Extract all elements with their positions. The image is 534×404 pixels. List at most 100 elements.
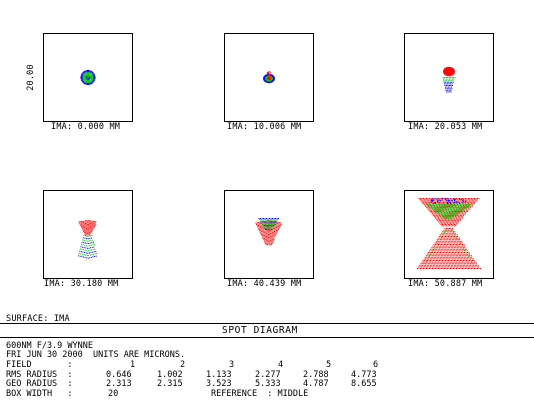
spot-point — [444, 200, 446, 202]
spot-point — [451, 242, 453, 244]
spot-point — [274, 229, 276, 231]
spot-point — [90, 71, 92, 73]
spot-point — [266, 234, 268, 236]
spot-point — [266, 78, 267, 80]
spot-point — [87, 233, 89, 235]
spot-point — [439, 212, 441, 214]
spot-point — [437, 199, 439, 201]
spot-point — [453, 69, 455, 71]
spot-point — [457, 260, 458, 261]
spot-point — [444, 234, 446, 236]
spot-point — [268, 78, 270, 80]
spot-point — [465, 258, 467, 260]
spot-point — [91, 220, 93, 222]
spot-point — [86, 222, 88, 224]
spot-point — [442, 263, 444, 265]
spot-point — [86, 71, 88, 73]
spot-point — [451, 232, 453, 234]
spot-point — [456, 206, 458, 208]
spot-point — [435, 216, 437, 218]
spot-point — [451, 77, 453, 78]
spot-point — [447, 225, 449, 227]
spot-point — [462, 201, 464, 203]
spot-point — [450, 234, 452, 236]
spot-point — [456, 217, 457, 219]
spot-point — [449, 208, 451, 210]
spot-box — [43, 33, 133, 122]
spot-point — [437, 203, 439, 205]
spot-point — [462, 245, 464, 247]
spot-point — [455, 252, 456, 253]
spot-point — [438, 252, 440, 253]
spot-point — [448, 69, 450, 71]
spot-point — [84, 225, 86, 227]
spot-point — [451, 205, 453, 207]
spot-point — [85, 230, 87, 232]
spot-point — [438, 258, 440, 260]
spot-point — [451, 74, 453, 76]
spot-point — [466, 260, 467, 261]
spot-point — [462, 253, 464, 255]
spot-point — [424, 198, 426, 199]
spot-point — [437, 240, 439, 242]
spot-point — [84, 83, 85, 85]
spot-point — [453, 258, 455, 260]
spot-point — [445, 250, 447, 252]
spot-point — [268, 221, 270, 223]
spot-point — [453, 256, 455, 258]
spot-point — [453, 234, 455, 236]
spot-point — [270, 230, 272, 232]
spot-point — [270, 220, 272, 222]
spot-point — [88, 255, 90, 256]
spot-point — [446, 225, 448, 227]
spot-point — [445, 198, 446, 200]
spot-point — [444, 252, 446, 253]
spot-point — [459, 198, 460, 199]
spot-point — [92, 78, 94, 79]
spot-point — [450, 247, 452, 249]
spot-point — [453, 211, 455, 212]
spot-point — [270, 224, 272, 226]
spot-point — [465, 211, 467, 212]
spot-point — [87, 257, 89, 259]
spot-point — [452, 203, 454, 205]
spot-point — [473, 199, 475, 201]
spot-point — [443, 222, 445, 224]
spot-point — [445, 199, 447, 201]
spot-point — [462, 210, 464, 212]
spot-point — [449, 70, 451, 72]
spot-point — [427, 207, 429, 209]
field-row-label: FIELD : — [6, 360, 73, 370]
spot-point — [432, 212, 434, 214]
spot-point — [453, 250, 455, 252]
spot-point — [461, 261, 463, 263]
spot-point — [436, 198, 438, 199]
spot-point — [441, 198, 442, 199]
spot-point — [429, 253, 431, 255]
spot-point — [459, 245, 461, 247]
spot-point — [86, 224, 88, 225]
spot-point — [278, 224, 280, 226]
spot-point — [95, 223, 97, 225]
spot-point — [456, 252, 458, 253]
spot-point — [458, 209, 460, 211]
spot-point — [475, 266, 477, 268]
spot-point — [422, 264, 424, 266]
spot-point — [449, 200, 451, 202]
spot-point — [464, 200, 466, 202]
spot-point — [472, 201, 474, 203]
spot-point — [436, 210, 438, 212]
spot-point — [441, 209, 443, 211]
spot-point — [86, 228, 87, 229]
spot-point — [470, 203, 472, 205]
spot-point — [424, 266, 426, 268]
spot-point — [446, 234, 448, 236]
spot-point — [426, 263, 428, 265]
spot-point — [421, 268, 423, 269]
spot-point — [266, 78, 268, 79]
spot-point — [84, 78, 86, 79]
spot-point — [258, 222, 260, 224]
spot-point — [446, 86, 448, 88]
spot-point — [266, 75, 268, 76]
spot-point — [86, 238, 88, 240]
